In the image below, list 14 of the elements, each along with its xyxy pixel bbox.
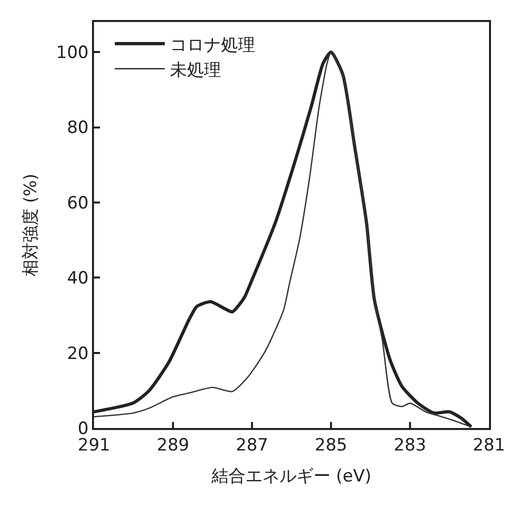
x-tick-label: 289 — [156, 435, 190, 456]
x-axis-title: 結合エネルギー (eV) — [210, 466, 372, 486]
y-tick-label: 80 — [66, 118, 89, 138]
y-tick-label: 20 — [66, 344, 89, 364]
x-tick-label: 281 — [472, 435, 506, 456]
y-tick-label: 40 — [66, 268, 89, 289]
legend-label: 未処理 — [170, 60, 221, 80]
y-tick-label: 60 — [66, 193, 89, 214]
legend-label: コロナ処理 — [170, 35, 255, 56]
x-tick-label: 283 — [394, 435, 426, 456]
y-tick-label: 100 — [56, 43, 89, 64]
y-axis-title: 相対強度 (%) — [21, 174, 42, 276]
x-tick-label: 285 — [314, 435, 348, 456]
x-tick-label: 287 — [236, 435, 268, 456]
